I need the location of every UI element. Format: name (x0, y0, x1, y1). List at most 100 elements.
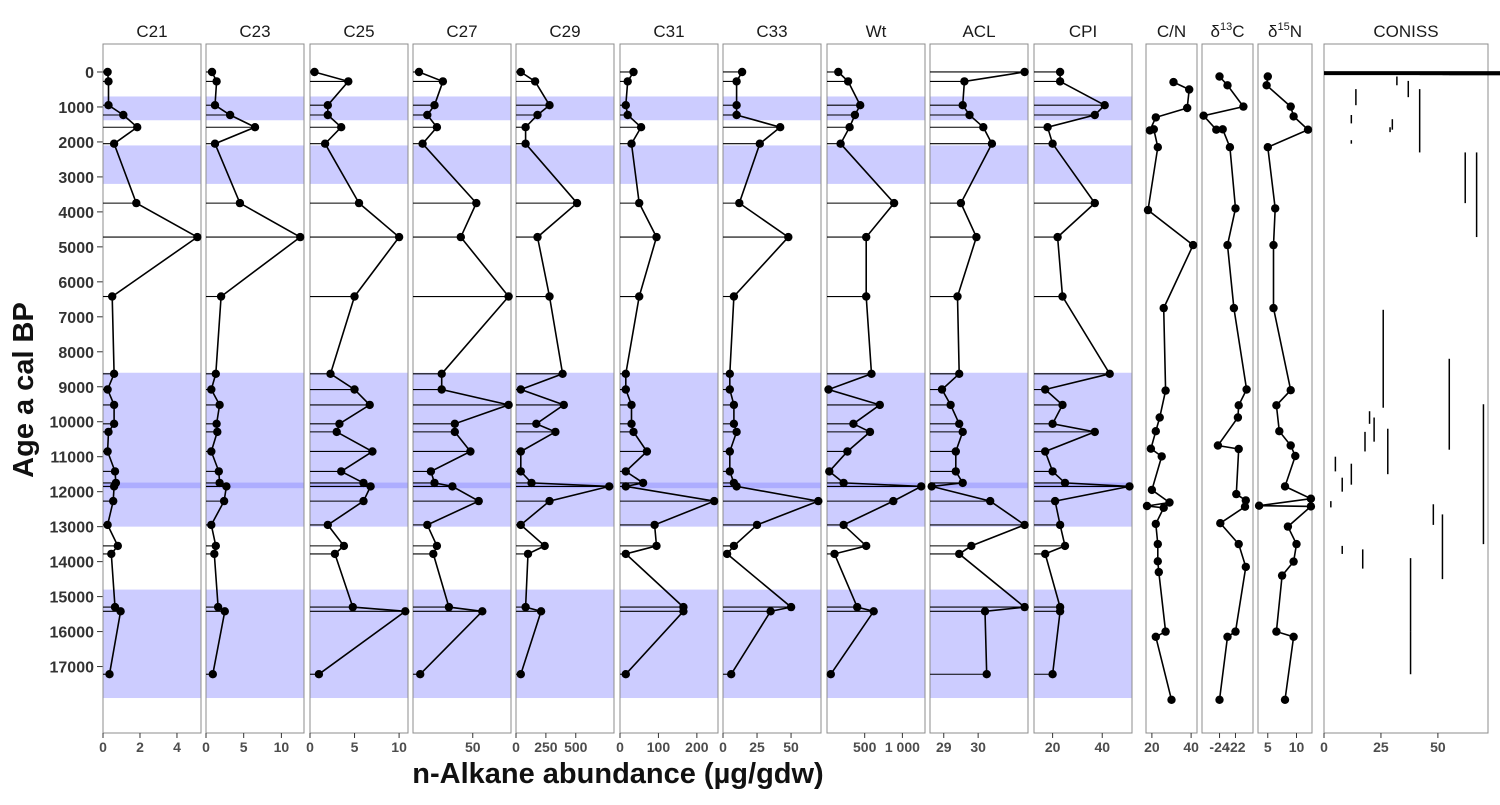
data-point (1263, 72, 1273, 81)
x-tick-label: 5 (240, 739, 248, 755)
panel-title: C29 (549, 22, 580, 41)
y-tick-label: 3000 (58, 170, 94, 187)
shaded-band (516, 145, 614, 184)
data-point (504, 400, 513, 410)
data-point (314, 670, 324, 679)
data-point (1223, 240, 1232, 250)
data-point (394, 232, 404, 242)
data-point (220, 607, 229, 616)
y-tick-label: 14000 (50, 555, 95, 572)
data-point (732, 482, 741, 491)
shaded-band (103, 372, 201, 527)
data-point (1090, 198, 1100, 208)
shaded-band (1034, 96, 1132, 121)
x-tick-label: 50 (783, 739, 799, 755)
data-point (1275, 427, 1284, 436)
panel-title: ACL (962, 22, 995, 41)
data-point (438, 77, 448, 86)
data-point (1048, 670, 1057, 679)
data-point (211, 369, 220, 378)
data-point (1289, 632, 1298, 641)
data-point (207, 385, 216, 394)
series-layer (103, 67, 1500, 704)
data-point (426, 467, 436, 476)
data-point (504, 292, 513, 301)
shaded-band (930, 145, 1028, 184)
x-tick-label: 20 (1144, 739, 1160, 755)
data-point (986, 496, 995, 506)
y-tick-label: 7000 (58, 310, 94, 327)
data-point (784, 232, 793, 242)
x-tick-label: -22 (1225, 739, 1245, 755)
data-point (955, 419, 964, 428)
data-point (1306, 502, 1316, 511)
data-point (850, 110, 860, 120)
panel-frame (1257, 43, 1313, 734)
data-point (1125, 482, 1134, 491)
data-point (951, 467, 960, 476)
data-point (621, 101, 630, 110)
data-point (1218, 125, 1227, 134)
data-point (953, 292, 962, 301)
data-point (320, 139, 330, 148)
data-point (1153, 143, 1163, 152)
data-point (119, 110, 128, 120)
y-tick-label: 1000 (58, 100, 94, 117)
data-point (1280, 482, 1290, 491)
series-line (1202, 75, 1248, 700)
data-point (869, 607, 878, 616)
data-point (766, 607, 775, 616)
data-point (1143, 205, 1153, 215)
data-point (521, 139, 530, 148)
data-point (843, 77, 853, 86)
data-point (211, 541, 220, 551)
data-point (623, 110, 632, 120)
data-point (1241, 496, 1251, 505)
data-point (1147, 485, 1157, 495)
panel-title: δ13C (1211, 21, 1245, 41)
x-tick-label: -24 (1209, 739, 1229, 755)
x-tick-label: 20 (1045, 739, 1061, 755)
data-point (437, 369, 446, 378)
panel-title: CPI (1069, 22, 1097, 41)
shaded-band (310, 145, 408, 184)
data-point (210, 101, 220, 110)
data-point (474, 496, 483, 506)
shaded-bands-layer (103, 96, 1132, 699)
shaded-band (516, 372, 614, 527)
data-point (1053, 232, 1062, 242)
panel-frame (619, 43, 719, 734)
data-point (109, 496, 118, 506)
data-point (545, 292, 554, 301)
data-point (1020, 602, 1029, 612)
data-point (109, 482, 119, 491)
data-point (729, 541, 739, 551)
data-point (982, 670, 991, 679)
data-point (956, 198, 966, 208)
y-tick-label: 10000 (50, 415, 95, 432)
data-point (1058, 292, 1067, 301)
data-point (429, 549, 438, 559)
data-point (839, 478, 848, 488)
data-point (1272, 627, 1281, 636)
x-tick-label: 40 (1183, 739, 1199, 755)
data-point (621, 482, 630, 491)
panel-frame (929, 43, 1029, 734)
data-point (212, 419, 221, 428)
x-tick-label: 0 (616, 739, 624, 755)
data-point (516, 447, 525, 456)
x-tick-label: 0 (1320, 739, 1328, 755)
y-tick-label: 2000 (58, 135, 94, 152)
shaded-band (206, 372, 304, 527)
x-tick-label: 0 (202, 739, 210, 755)
data-point (1286, 102, 1295, 111)
data-point (1151, 632, 1161, 641)
data-point (830, 549, 839, 559)
data-point (521, 123, 530, 132)
data-point (207, 520, 216, 530)
data-point (1303, 125, 1313, 134)
data-point (960, 77, 969, 86)
data-point (430, 478, 439, 488)
data-point (444, 602, 454, 612)
data-point (450, 427, 459, 437)
